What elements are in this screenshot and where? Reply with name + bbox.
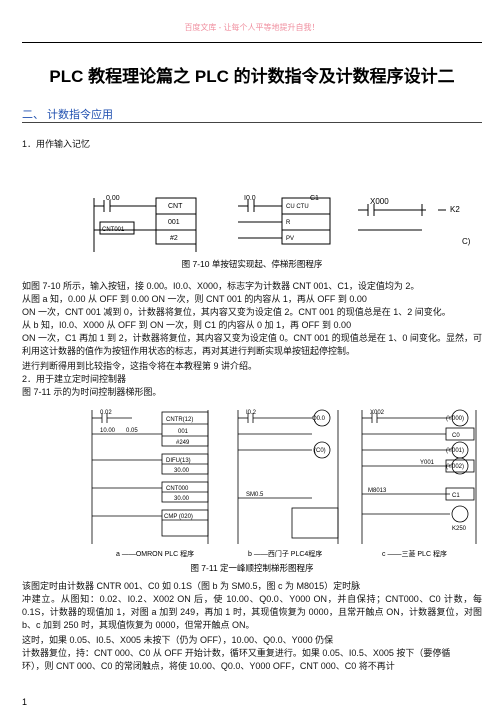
- svg-text:SM0.5: SM0.5: [246, 492, 264, 498]
- svg-text:b ——西门子 PLC4程序: b ——西门子 PLC4程序: [248, 549, 322, 558]
- svg-text:(C0): (C0): [314, 448, 326, 454]
- section-rule: [22, 122, 482, 123]
- svg-text:CU CTU: CU CTU: [286, 204, 309, 210]
- svg-text:Q0.0: Q0.0: [312, 416, 326, 422]
- para-1: 如图 7-10 所示，输入按钮，接 0.00。I0.0、X000，标志字为计数器…: [22, 280, 482, 293]
- para-8: 该图定时由计数器 CNTR 001、C0 如 0.1S（图 b 为 SM0.5，…: [22, 580, 482, 593]
- figure-7-10: 0.00 CNT001 CNT 001 #2 I0.0 C1 CU CTU R …: [22, 190, 482, 276]
- svg-text:#249: #249: [176, 440, 190, 446]
- figure-7-11-caption: 图 7-11 定一峰顺控制梯形图程序: [22, 562, 482, 574]
- para-11: 计数器复位，持：CNT 000、C0 从 OFF 开始计数，循环又重复进行。如果…: [22, 647, 482, 660]
- page-number: 1: [22, 697, 27, 707]
- para-12: 环），则 CNT 000、C0 的常闭触点，将使 10.00、Q0.0、Y000…: [22, 660, 482, 673]
- top-rule: [22, 42, 482, 43]
- svg-text:(Y002): (Y002): [446, 464, 464, 470]
- figure-7-11: 0.02 CNTR(12) 001 #249 10.00 0.05 DIFU(1…: [22, 404, 482, 574]
- para-6: 进行判断得用到比较指令，这指令将在本教程第 9 讲介绍。: [22, 360, 482, 373]
- svg-text:CNT000: CNT000: [166, 486, 189, 492]
- svg-text:30.00: 30.00: [174, 496, 190, 502]
- svg-text:(Y001): (Y001): [446, 448, 464, 454]
- figure-7-10-caption: 图 7-10 单按钮实现起、停梯形图程序: [22, 258, 482, 270]
- svg-text:C1: C1: [310, 195, 319, 202]
- item-1: 1．用作输入记忆: [22, 138, 482, 151]
- svg-text:K2: K2: [450, 205, 460, 214]
- svg-text:(Y000): (Y000): [446, 416, 464, 422]
- para-4: 从 b 知，I0.0、X000 从 OFF 到 ON 一次，则 C1 的内容从 …: [22, 319, 482, 332]
- svg-text:001: 001: [178, 429, 189, 435]
- section-heading-2: 二、 计数指令应用: [22, 106, 482, 122]
- svg-text:PV: PV: [286, 236, 294, 242]
- para-3: ON 一次，CNT 001 减到 0，计数器将复位，其内容又变为设定值 2。CN…: [22, 306, 482, 319]
- para-5: ON 一次，C1 再加 1 到 2，计数器将复位，其内容又变为设定值 0。CNT…: [22, 332, 482, 358]
- svg-text:0.00: 0.00: [106, 195, 120, 202]
- svg-text:a ——OMRON PLC 程序: a ——OMRON PLC 程序: [116, 549, 194, 558]
- svg-text:C1: C1: [452, 493, 460, 499]
- header-watermark: 百度文库 - 让每个人平等地提升自我！: [0, 22, 504, 33]
- svg-text:#2: #2: [170, 235, 178, 242]
- svg-text:CNT: CNT: [168, 203, 183, 210]
- svg-text:R: R: [286, 220, 291, 226]
- svg-text:Y001: Y001: [420, 460, 435, 466]
- page-title: PLC 教程理论篇之 PLC 的计数指令及计数程序设计二: [22, 62, 482, 87]
- svg-text:M8013: M8013: [368, 488, 387, 494]
- svg-text:CMP (020): CMP (020): [164, 514, 193, 520]
- svg-text:CNTR(12): CNTR(12): [166, 417, 193, 423]
- para-7: 图 7-11 示的为时间控制器梯形图。: [22, 386, 482, 399]
- svg-text:C0: C0: [452, 433, 460, 439]
- svg-text:DIFU(13): DIFU(13): [166, 458, 191, 464]
- svg-text:C): C): [462, 237, 471, 246]
- svg-text:30.00: 30.00: [174, 468, 190, 474]
- para-9: 冲建立。从图知：0.02、I0.2、X002 ON 后，使 10.00、Q0.0…: [22, 593, 482, 632]
- svg-text:001: 001: [168, 219, 180, 226]
- svg-text:CNT001: CNT001: [102, 227, 125, 233]
- svg-text:X000: X000: [370, 197, 389, 206]
- svg-text:K250: K250: [452, 526, 467, 532]
- svg-text:c ——三菱 PLC 程序: c ——三菱 PLC 程序: [382, 549, 447, 558]
- svg-text:0.05: 0.05: [126, 428, 138, 434]
- svg-text:10.00: 10.00: [100, 428, 116, 434]
- para-10: 这时，如果 0.05、I0.5、X005 未按下（仍为 OFF），10.00、Q…: [22, 634, 482, 647]
- item-2: 2．用于建立定时间控制器: [22, 373, 482, 386]
- para-2: 从图 a 知，0.00 从 OFF 到 0.00 ON 一次，则 CNT 001…: [22, 293, 482, 306]
